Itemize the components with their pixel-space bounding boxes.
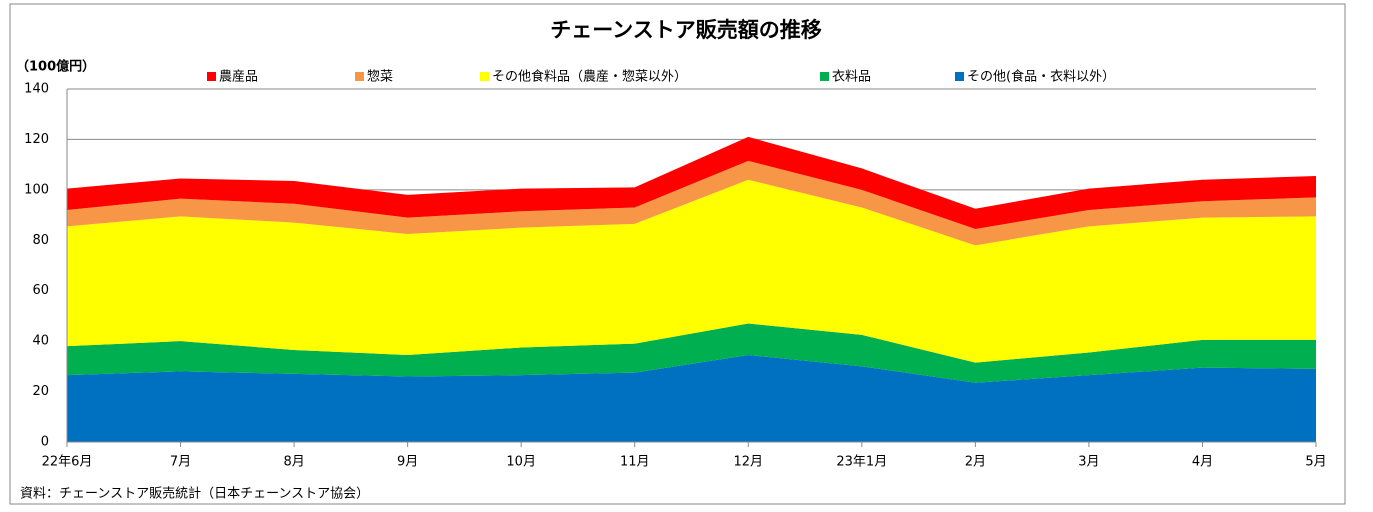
- area: [67, 160, 1316, 246]
- x-tick-label: 8月: [283, 455, 304, 470]
- y-tick-label: 0: [41, 435, 49, 450]
- legend-swatch: [820, 72, 829, 81]
- y-tick-label: 100: [24, 182, 49, 197]
- y-axis-label: （100億円）: [16, 59, 95, 75]
- x-tick-label: 22年6月: [42, 455, 93, 470]
- area: [67, 136, 1316, 229]
- y-tick-label: 40: [32, 334, 49, 349]
- legend-swatch: [480, 72, 489, 81]
- x-tick-label: 10月: [506, 455, 536, 470]
- area: [67, 179, 1316, 363]
- x-tick-label: 7月: [170, 455, 191, 470]
- legend-label: 衣料品: [832, 69, 871, 85]
- legend-swatch: [955, 72, 964, 81]
- y-tick-label: 80: [32, 233, 49, 248]
- y-tick-label: 120: [24, 132, 49, 147]
- source-note: 資料：チェーンストア販売統計（日本チェーンストア協会）: [20, 486, 369, 502]
- legend-swatch: [207, 72, 216, 81]
- x-tick-label: 11月: [620, 455, 650, 470]
- area: [67, 355, 1316, 442]
- area: [67, 323, 1316, 383]
- x-tick-label: 23年1月: [836, 455, 887, 470]
- x-tick-label: 12月: [733, 455, 763, 470]
- chart-title: チェーンストア販売額の推移: [550, 18, 822, 42]
- y-tick-label: 140: [24, 82, 49, 97]
- legend-label: 惣菜: [367, 70, 393, 85]
- legend-label: その他食料品（農産・惣菜以外）: [492, 69, 687, 85]
- x-tick-label: 3月: [1078, 455, 1099, 470]
- x-tick-label: 4月: [1192, 455, 1213, 470]
- y-tick-label: 60: [32, 283, 49, 298]
- legend-label: その他(食品・衣料以外）: [967, 69, 1115, 85]
- x-tick-label: 2月: [965, 455, 986, 470]
- x-tick-label: 9月: [397, 455, 418, 470]
- legend-swatch: [355, 72, 364, 81]
- y-tick-label: 20: [32, 384, 49, 399]
- x-tick-label: 5月: [1305, 455, 1326, 470]
- legend-label: 農産品: [219, 69, 258, 85]
